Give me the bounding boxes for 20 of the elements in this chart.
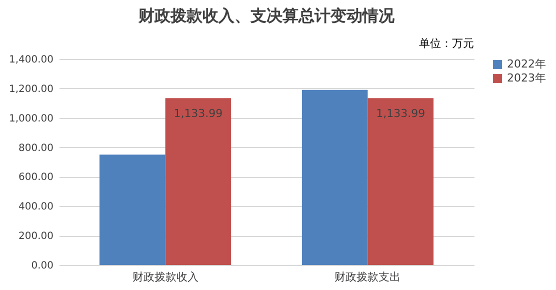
- data-label: 1,133.99: [376, 107, 426, 120]
- chart-title: 财政拨款收入、支决算总计变动情况: [138, 6, 396, 25]
- legend-label: 2023年: [507, 72, 546, 84]
- bar: [165, 98, 232, 265]
- bar: [368, 98, 434, 265]
- text: 单位：万元: [419, 37, 474, 50]
- y-tick-label: 800.00: [18, 142, 54, 154]
- y-tick-label: 1,400.00: [8, 54, 54, 66]
- data-label: 1,133.99: [174, 107, 223, 120]
- y-tick-label: 600.00: [18, 172, 54, 184]
- y-tick-label: 400.00: [18, 202, 54, 213]
- x-tick-label: 财政拨款支出: [334, 270, 401, 284]
- x-tick-label: 财政拨款收入: [132, 270, 198, 284]
- y-tick-label: 0.00: [31, 260, 54, 272]
- y-tick-label: 1,200.00: [8, 84, 54, 95]
- legend-label: 2022年: [507, 58, 546, 70]
- bar: [302, 90, 368, 265]
- y-tick-label: 200.00: [18, 231, 54, 242]
- y-tick-label: 1,000.00: [8, 113, 54, 124]
- bar: [99, 154, 166, 265]
